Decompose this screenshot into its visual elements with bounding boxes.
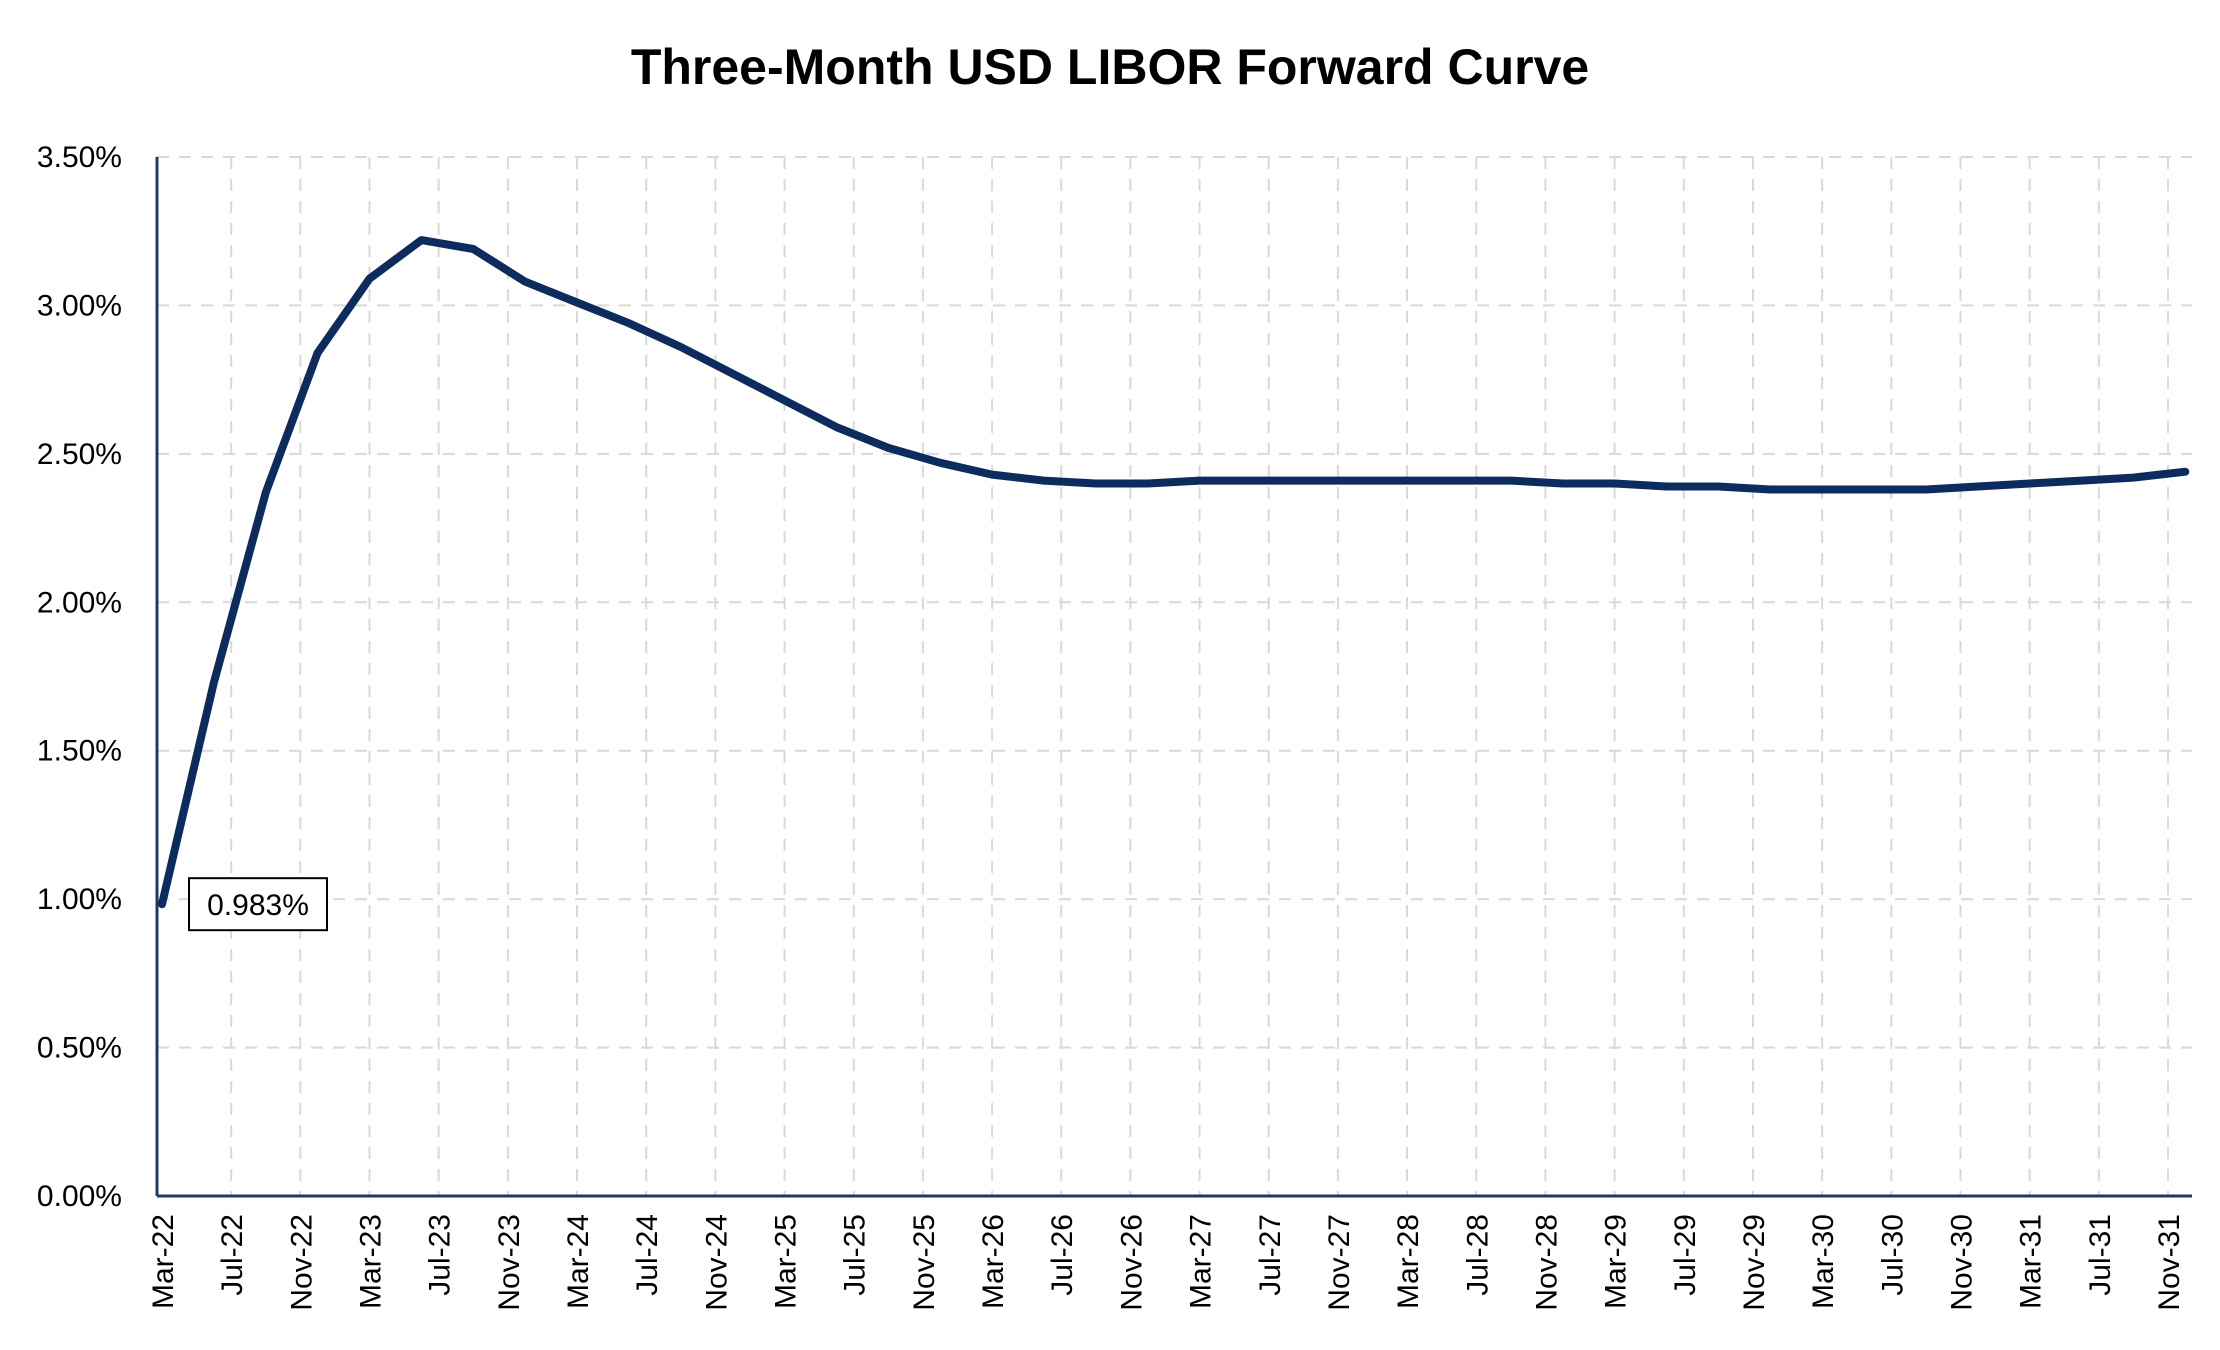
x-tick-label: Nov-25	[908, 1214, 941, 1311]
y-tick-label: 2.50%	[37, 438, 122, 471]
x-tick-label: Jul-24	[631, 1214, 664, 1296]
y-tick-label: 1.50%	[37, 735, 122, 768]
x-tick-label: Jul-27	[1254, 1214, 1287, 1296]
x-tick-label: Nov-24	[700, 1214, 733, 1311]
chart-title: Three-Month USD LIBOR Forward Curve	[630, 39, 1590, 95]
y-tick-label: 0.00%	[37, 1180, 122, 1213]
x-tick-label: Mar-31	[2015, 1214, 2048, 1309]
x-tick-label: Mar-29	[1600, 1214, 1633, 1309]
x-tick-label: Mar-22	[147, 1214, 180, 1309]
data-label-box	[188, 877, 328, 932]
y-tick-label: 3.00%	[37, 289, 122, 322]
y-tick-label: 1.00%	[37, 883, 122, 916]
x-tick-label: Nov-23	[493, 1214, 526, 1311]
x-tick-label: Nov-28	[1530, 1214, 1563, 1311]
x-tick-label: Jul-29	[1669, 1214, 1702, 1296]
x-tick-label: Mar-24	[562, 1214, 595, 1309]
x-tick-label: Nov-26	[1115, 1214, 1148, 1311]
x-tick-labels: Mar-22 Jul-22 Nov-22 Mar-23 Jul-23 Nov-23 Mar-…	[147, 1214, 2186, 1311]
annotations: 0.983%	[188, 877, 328, 932]
gridlines	[157, 156, 2192, 1196]
y-tick-labels: 0.00% 0.50% 1.00% 1.50% 2.00% 2.50% 3.00% 3.50%	[37, 141, 122, 1213]
y-tick-label: 3.50%	[37, 141, 122, 174]
x-tick-label: Jul-26	[1046, 1214, 1079, 1296]
x-tick-label: Jul-31	[2084, 1214, 2117, 1296]
y-tick-label: 2.00%	[37, 586, 122, 619]
x-tick-label: Nov-29	[1738, 1214, 1771, 1311]
axes	[155, 157, 2192, 1198]
x-tick-label: Jul-23	[424, 1214, 457, 1296]
x-tick-label: Nov-31	[2153, 1214, 2186, 1311]
x-tick-label: Nov-30	[1945, 1214, 1978, 1311]
data-label: 0.983%	[207, 889, 309, 922]
series-layer	[158, 236, 2190, 909]
x-tick-label: Mar-27	[1185, 1214, 1218, 1309]
y-tick-label: 0.50%	[37, 1032, 122, 1065]
x-tick-label: Jul-22	[216, 1214, 249, 1296]
x-tick-label: Mar-25	[770, 1214, 803, 1309]
x-tick-label: Jul-28	[1461, 1214, 1494, 1296]
x-tick-label: Mar-30	[1807, 1214, 1840, 1309]
x-tick-label: Mar-28	[1392, 1214, 1425, 1309]
x-tick-label: Mar-23	[355, 1214, 388, 1309]
x-tick-label: Mar-26	[977, 1214, 1010, 1309]
x-tick-label: Nov-22	[285, 1214, 318, 1311]
x-tick-label: Jul-25	[839, 1214, 872, 1296]
x-tick-label: Nov-27	[1323, 1214, 1356, 1311]
series-line	[158, 236, 2190, 909]
x-tick-label: Jul-30	[1876, 1214, 1909, 1296]
